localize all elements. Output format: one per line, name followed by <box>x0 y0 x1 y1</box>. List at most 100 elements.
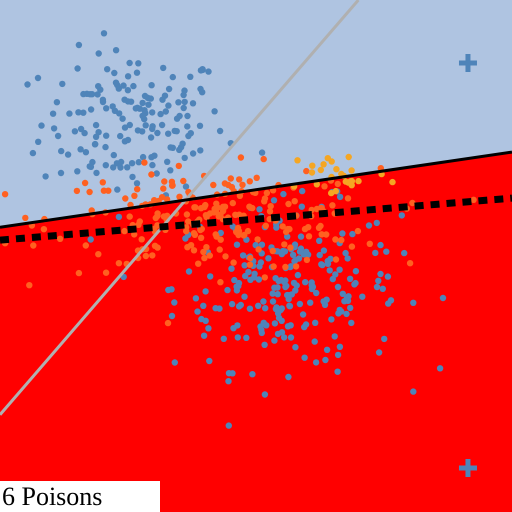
data-point <box>75 109 81 115</box>
data-point <box>349 243 355 249</box>
data-point <box>148 171 154 177</box>
data-point <box>198 235 204 241</box>
data-point <box>57 236 63 242</box>
data-point <box>135 127 141 133</box>
data-point <box>181 105 187 111</box>
data-point <box>200 67 206 73</box>
data-point <box>285 374 291 380</box>
data-point <box>145 102 151 108</box>
data-point <box>162 93 168 99</box>
data-point <box>239 182 245 188</box>
data-point <box>264 190 270 196</box>
data-point <box>280 191 286 197</box>
data-point <box>201 255 207 261</box>
data-point <box>200 303 206 309</box>
data-point <box>154 170 160 176</box>
data-point <box>166 86 172 92</box>
data-point <box>185 218 191 224</box>
data-point <box>100 179 106 185</box>
data-point <box>309 163 315 169</box>
data-point <box>333 256 339 262</box>
data-point <box>334 369 340 375</box>
data-point <box>94 91 100 97</box>
data-point <box>295 272 301 278</box>
data-point <box>299 188 305 194</box>
data-point <box>247 178 253 184</box>
data-point <box>243 335 249 341</box>
data-point <box>169 183 175 189</box>
data-point <box>167 167 173 173</box>
data-point <box>245 228 251 234</box>
data-point <box>254 236 260 242</box>
data-point <box>327 267 333 273</box>
data-point <box>261 320 267 326</box>
data-point <box>51 125 57 131</box>
data-point <box>135 60 141 66</box>
data-point <box>188 242 194 248</box>
data-point <box>165 131 171 137</box>
data-point <box>143 253 149 259</box>
data-point <box>299 204 305 210</box>
data-point <box>235 232 241 238</box>
data-point <box>297 249 303 255</box>
data-point <box>335 284 341 290</box>
data-point <box>134 180 140 186</box>
data-point <box>279 305 285 311</box>
data-point <box>325 258 331 264</box>
data-point <box>174 128 180 134</box>
data-point <box>139 236 145 242</box>
data-point <box>271 285 277 291</box>
data-point <box>113 80 119 86</box>
data-point <box>101 188 107 194</box>
data-point <box>165 320 171 326</box>
data-point <box>265 255 271 261</box>
data-point <box>154 244 160 250</box>
data-point <box>347 305 353 311</box>
data-point <box>254 175 260 181</box>
data-point <box>352 280 358 286</box>
data-point <box>287 244 293 250</box>
data-point <box>260 298 266 304</box>
data-point <box>312 320 318 326</box>
data-point <box>292 287 298 293</box>
data-point <box>26 282 32 288</box>
data-point <box>313 359 319 365</box>
data-point <box>126 60 132 66</box>
data-point <box>247 277 253 283</box>
data-point <box>24 81 30 87</box>
data-point <box>238 154 244 160</box>
data-point <box>211 108 217 114</box>
data-point <box>88 164 94 170</box>
data-point <box>320 298 326 304</box>
data-point <box>339 230 345 236</box>
data-point <box>374 284 380 290</box>
data-point <box>197 86 203 92</box>
data-point <box>230 200 236 206</box>
data-point <box>220 204 226 210</box>
data-point <box>55 133 61 139</box>
data-point <box>93 170 99 176</box>
data-point <box>276 278 282 284</box>
data-point <box>345 195 351 201</box>
data-point <box>304 257 310 263</box>
data-point <box>140 154 146 160</box>
data-point <box>203 318 209 324</box>
data-point <box>335 181 341 187</box>
data-point <box>259 330 265 336</box>
data-point <box>242 273 248 279</box>
data-point <box>410 388 416 394</box>
data-point <box>96 50 102 56</box>
data-point <box>229 301 235 307</box>
data-point <box>297 301 303 307</box>
data-point <box>213 231 219 237</box>
data-point <box>22 215 28 221</box>
data-point <box>86 189 92 195</box>
data-point <box>261 342 267 348</box>
data-point <box>310 284 316 290</box>
data-point <box>191 230 197 236</box>
data-point <box>346 154 352 160</box>
data-point <box>307 300 313 306</box>
data-point <box>165 287 171 293</box>
data-point <box>184 123 190 129</box>
data-point <box>100 99 106 105</box>
